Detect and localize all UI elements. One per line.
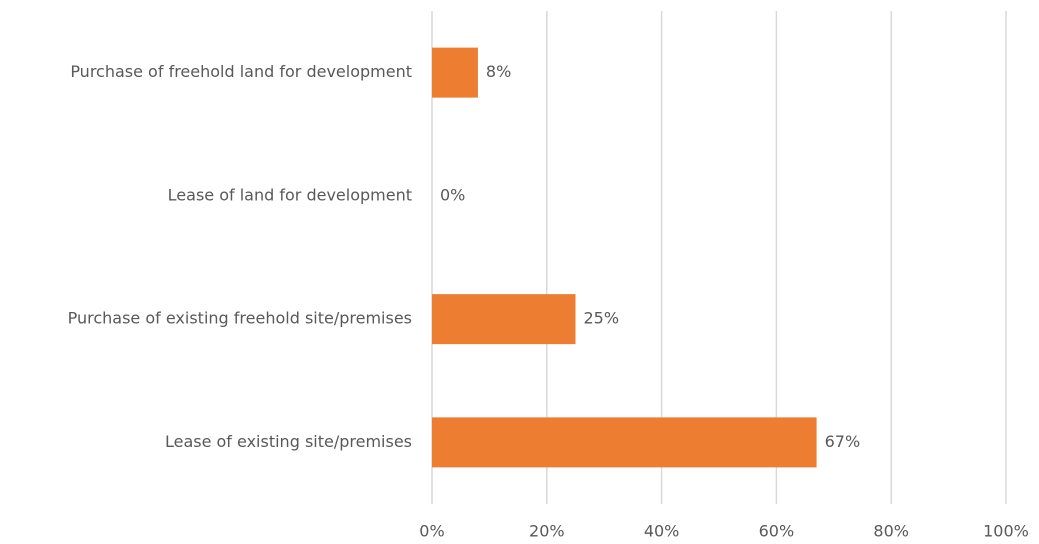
category-label: Purchase of freehold land for developmen… [70, 62, 412, 81]
data-label: 67% [825, 432, 861, 451]
x-tick-label: 100% [983, 522, 1029, 541]
data-label: 8% [486, 62, 511, 81]
x-tick-label: 40% [644, 522, 680, 541]
category-label: Lease of existing site/premises [165, 432, 412, 451]
x-tick-label: 20% [529, 522, 565, 541]
x-tick-label: 80% [873, 522, 909, 541]
x-tick-label: 0% [419, 522, 444, 541]
bar [432, 47, 478, 98]
bar [432, 294, 576, 345]
data-label: 0% [440, 185, 465, 204]
category-label: Lease of land for development [168, 185, 412, 204]
x-tick-label: 60% [759, 522, 795, 541]
category-label: Purchase of existing freehold site/premi… [68, 309, 412, 328]
bar [432, 417, 817, 468]
data-label: 25% [584, 309, 620, 328]
